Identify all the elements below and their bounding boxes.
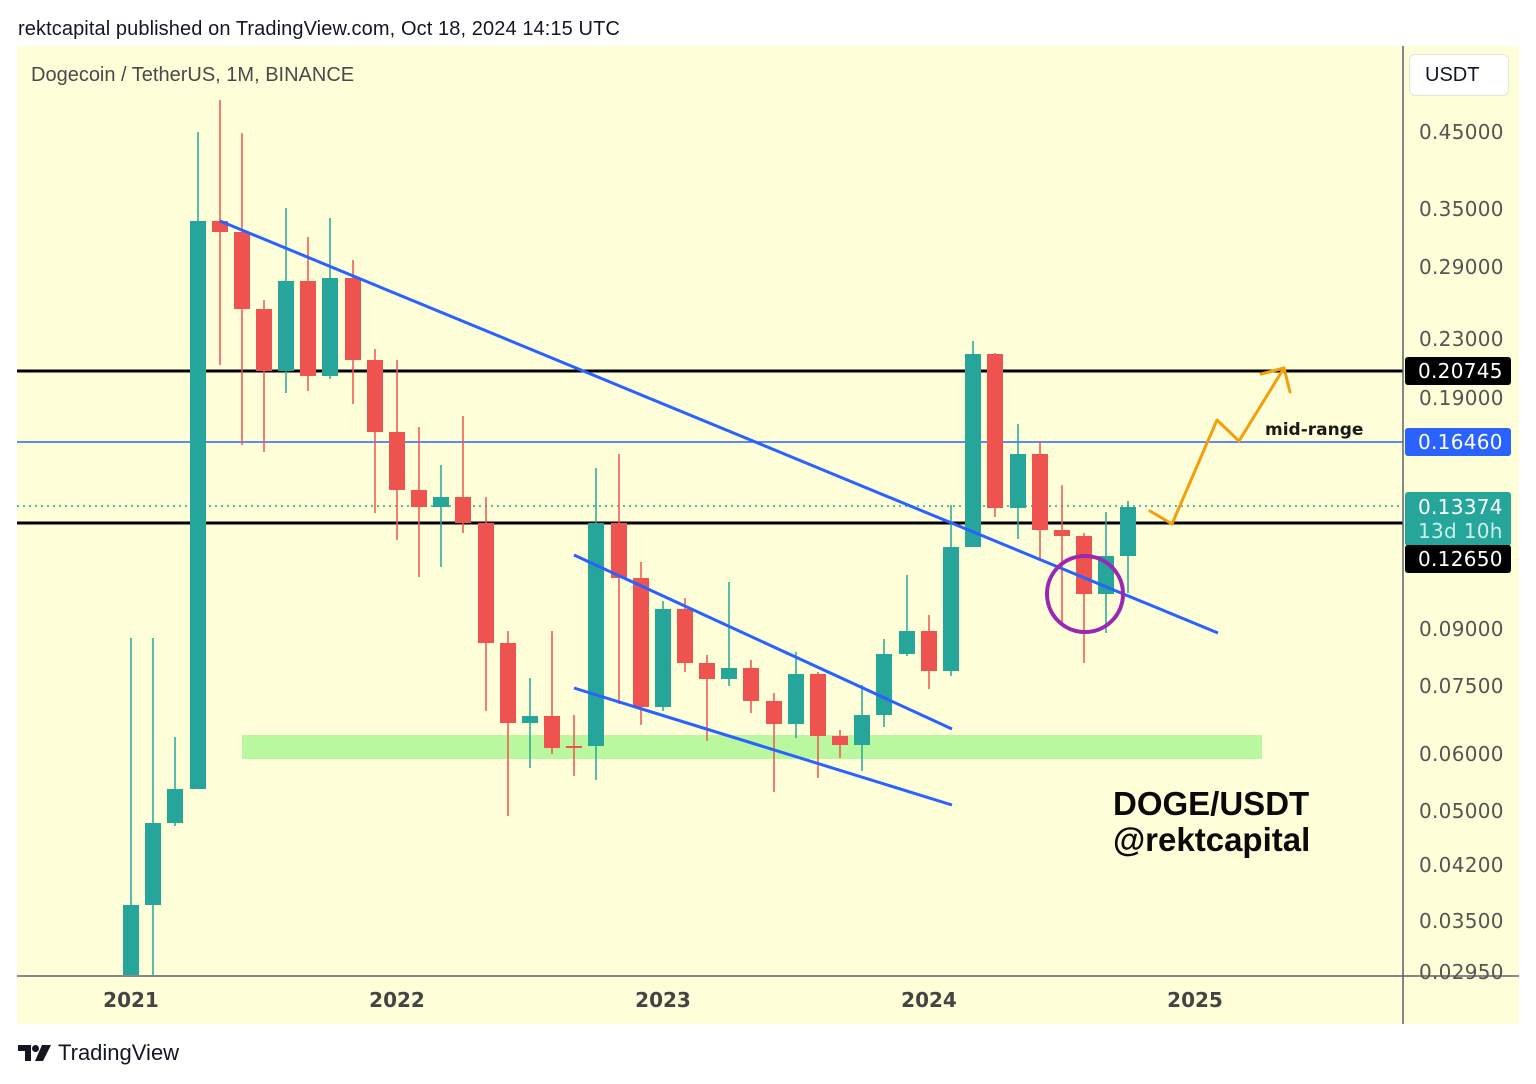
bearish-candle[interactable] — [455, 416, 471, 533]
chart-frame[interactable] — [17, 46, 1519, 1024]
bullish-candle[interactable] — [899, 575, 915, 656]
bullish-candle[interactable] — [145, 638, 161, 975]
bar-countdown: 13d 10h — [1418, 519, 1503, 543]
bearish-candle[interactable] — [921, 615, 937, 689]
price-tick-label: 0.02950 — [1419, 960, 1504, 984]
last-price-label: 0.13374 13d 10h — [1405, 492, 1511, 546]
bearish-candle[interactable] — [832, 730, 848, 758]
bullish-candle[interactable] — [876, 639, 892, 727]
candles-group — [123, 100, 1136, 975]
bullish-candle[interactable] — [1098, 512, 1114, 633]
price-tick-label: 0.05000 — [1419, 799, 1504, 823]
tradingview-brand: TradingView — [58, 1040, 180, 1065]
bullish-candle[interactable] — [433, 465, 449, 567]
bearish-candle[interactable] — [611, 454, 627, 704]
bullish-candle[interactable] — [1120, 501, 1136, 593]
bearish-candle[interactable] — [389, 360, 405, 540]
bullish-candle[interactable] — [655, 601, 671, 711]
publisher-caption: rektcapital published on TradingView.com… — [18, 18, 620, 40]
bearish-candle[interactable] — [566, 715, 582, 776]
bullish-candle[interactable] — [167, 737, 183, 826]
bearish-candle[interactable] — [810, 672, 826, 778]
bullish-candle[interactable] — [721, 582, 737, 686]
bearish-candle[interactable] — [234, 133, 250, 445]
support-price-label: 0.12650 — [1405, 545, 1511, 573]
watermark-pair: DOGE/USDT — [1113, 785, 1310, 822]
bearish-candle[interactable] — [345, 260, 361, 404]
price-tick-label: 0.23000 — [1419, 327, 1504, 351]
price-tick-label: 0.35000 — [1419, 197, 1504, 221]
channel-lower-line[interactable] — [573, 686, 953, 807]
price-tick-label: 0.09000 — [1419, 617, 1504, 641]
bearish-candle[interactable] — [478, 497, 494, 711]
bearish-candle[interactable] — [212, 100, 228, 365]
bullish-candle[interactable] — [522, 678, 538, 768]
bearish-candle[interactable] — [1054, 485, 1070, 623]
bearish-candle[interactable] — [633, 562, 649, 725]
midrange-price-label: 0.16460 — [1405, 428, 1511, 456]
channel-upper-line[interactable] — [573, 553, 953, 731]
bearish-candle[interactable] — [411, 427, 427, 577]
support-zone — [242, 735, 1262, 759]
price-tick-label: 0.03500 — [1419, 909, 1504, 933]
bearish-candle[interactable] — [987, 353, 1003, 517]
projection-path[interactable] — [1148, 366, 1286, 526]
chart-watermark: DOGE/USDT @rektcapital — [1113, 786, 1310, 858]
bearish-candle[interactable] — [500, 631, 516, 816]
bearish-candle[interactable] — [367, 349, 383, 513]
tradingview-logo[interactable]: TradingView — [18, 1040, 179, 1066]
time-tick-label: 2022 — [369, 988, 425, 1012]
price-tick-label: 0.19000 — [1419, 386, 1504, 410]
bullish-candle[interactable] — [965, 341, 981, 547]
bearish-candle[interactable] — [544, 631, 560, 754]
bearish-candle[interactable] — [743, 660, 759, 713]
bullish-candle[interactable] — [123, 638, 139, 975]
price-tick-label: 0.45000 — [1419, 120, 1504, 144]
bullish-candle[interactable] — [278, 208, 294, 393]
macro-downtrend-line[interactable] — [219, 219, 1219, 635]
last-price-value: 0.13374 — [1418, 495, 1503, 519]
bearish-candle[interactable] — [256, 300, 272, 452]
bearish-candle[interactable] — [766, 693, 782, 792]
retest-circle[interactable] — [1045, 554, 1125, 634]
bearish-candle[interactable] — [300, 237, 316, 391]
time-tick-label: 2025 — [1167, 988, 1223, 1012]
tradingview-logo-icon — [18, 1045, 51, 1061]
resistance-price-label: 0.20745 — [1405, 357, 1511, 385]
price-tick-label: 0.07500 — [1419, 674, 1504, 698]
price-tick-label: 0.06000 — [1419, 742, 1504, 766]
currency-unit-button[interactable]: USDT — [1409, 54, 1509, 96]
bullish-candle[interactable] — [190, 132, 206, 789]
time-tick-label: 2023 — [635, 988, 691, 1012]
bullish-candle[interactable] — [588, 468, 604, 780]
watermark-author: @rektcapital — [1113, 821, 1311, 858]
time-tick-label: 2024 — [901, 988, 957, 1012]
bearish-candle[interactable] — [699, 655, 715, 741]
bearish-candle[interactable] — [1076, 533, 1092, 663]
price-tick-label: 0.04200 — [1419, 853, 1504, 877]
bullish-candle[interactable] — [854, 685, 870, 771]
price-tick-label: 0.29000 — [1419, 255, 1504, 279]
symbol-title[interactable]: Dogecoin / TetherUS, 1M, BINANCE — [31, 64, 355, 86]
bullish-candle[interactable] — [788, 652, 804, 738]
bearish-candle[interactable] — [677, 598, 693, 672]
bullish-candle[interactable] — [322, 218, 338, 379]
bullish-candle[interactable] — [943, 505, 959, 676]
bullish-candle[interactable] — [1010, 424, 1026, 539]
arrow-head-icon — [1259, 366, 1292, 394]
bearish-candle[interactable] — [1032, 441, 1048, 558]
midrange-annotation: mid-range — [1265, 420, 1364, 440]
time-tick-label: 2021 — [103, 988, 159, 1012]
